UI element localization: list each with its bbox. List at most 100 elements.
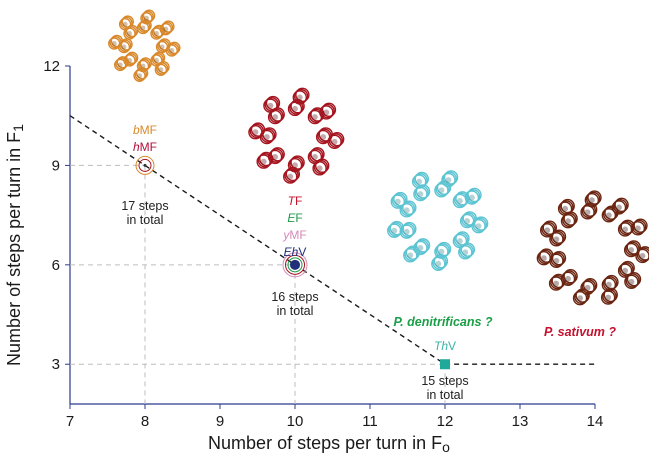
species-label-prefix: T: [288, 194, 297, 208]
helix-core: [416, 178, 423, 185]
helix-coil: [542, 220, 557, 235]
species-label-prefix: E: [287, 211, 296, 225]
helix-coil: [389, 220, 405, 236]
helix-coil: [295, 87, 310, 103]
x-axis-label: Number of steps per turn in Fo: [208, 433, 450, 455]
helix-coil: [432, 255, 447, 270]
helix-core: [464, 218, 471, 224]
helix-coil: [602, 288, 617, 304]
data-point-ring: [138, 158, 152, 172]
helix-coil: [626, 271, 642, 287]
steps-note: in total: [427, 388, 464, 402]
helix-core: [639, 253, 646, 259]
helix-coil: [472, 217, 488, 233]
species-label: EhV: [284, 245, 307, 259]
helix-core: [391, 227, 398, 234]
helix-coil: [249, 123, 264, 139]
helix-core: [553, 257, 560, 264]
helix-coil: [328, 133, 344, 148]
helix-coil: [433, 253, 449, 269]
helix-core: [553, 280, 560, 287]
x-tick-label: 8: [141, 413, 149, 430]
data-markers: [135, 155, 450, 370]
helix-coil: [157, 60, 170, 74]
helix-coil: [109, 36, 122, 49]
data-point: [290, 259, 300, 270]
brown-c-ring-image: [536, 190, 649, 306]
helix-core: [153, 31, 159, 37]
helix-core: [456, 238, 463, 244]
helix-coil: [388, 222, 403, 237]
helix-coil: [539, 248, 554, 263]
steps-note: in total: [127, 213, 164, 227]
helix-coil: [141, 10, 154, 24]
helix-coil: [548, 276, 564, 291]
helix-coil: [329, 131, 345, 147]
helix-coil: [140, 12, 153, 25]
data-point-ring: [282, 252, 308, 278]
helix-coil: [550, 230, 565, 246]
helix-coil: [400, 201, 416, 217]
helix-coil: [630, 221, 646, 236]
steps-note: 17 steps: [121, 199, 168, 213]
helix-coil: [154, 63, 168, 76]
helix-core: [565, 218, 571, 225]
helix-core: [263, 134, 270, 140]
helix-core: [634, 225, 641, 232]
helix-coil: [320, 103, 335, 119]
helix-coil: [403, 248, 418, 263]
helix-coil: [313, 159, 329, 175]
helix-core: [628, 278, 635, 285]
helix-core: [577, 295, 583, 302]
helix-core: [584, 209, 591, 216]
helix-core: [468, 194, 475, 201]
helix-coil: [404, 246, 419, 262]
helix-coil: [293, 88, 309, 104]
helix-coil: [414, 171, 429, 187]
query-species-label: P. sativum ?: [544, 325, 616, 339]
species-label-prefix: h: [133, 140, 140, 154]
steps-note: 16 steps: [271, 290, 318, 304]
x-tick-label: 12: [437, 413, 454, 430]
helix-coil: [613, 198, 628, 214]
helix-coil: [431, 256, 446, 271]
helix-coil: [434, 183, 449, 198]
helix-core: [140, 25, 146, 31]
helix-coil: [455, 231, 470, 246]
helix-coil: [114, 58, 127, 72]
helix-coil: [551, 229, 567, 244]
helix-coil: [460, 242, 476, 257]
helix-coil: [443, 170, 459, 185]
helix-coil: [259, 151, 274, 167]
helix-coil: [619, 262, 634, 277]
y-tick-label: 9: [52, 157, 60, 174]
helix-core: [323, 109, 330, 116]
helix-coil: [582, 277, 598, 293]
helix-core: [311, 153, 318, 160]
helix-coil: [142, 9, 156, 22]
helix-core: [438, 248, 445, 255]
helix-coil: [452, 233, 468, 249]
species-label: bMF: [133, 123, 157, 137]
axes: [69, 66, 595, 405]
helix-core: [153, 57, 159, 63]
helix-core: [158, 67, 164, 73]
helix-core: [394, 198, 401, 205]
helix-coil: [312, 161, 327, 176]
helix-coil: [600, 290, 616, 305]
helix-coil: [110, 34, 124, 48]
helix-coil: [250, 122, 266, 137]
helix-coil: [625, 241, 640, 256]
helix-core: [588, 197, 595, 204]
trend-line: [69, 115, 595, 365]
helix-core: [562, 205, 569, 212]
helix-coil: [166, 42, 180, 56]
y-tick-label: 6: [52, 257, 60, 274]
helix-coil: [402, 200, 417, 215]
helix-coil: [413, 173, 428, 188]
data-point: [440, 359, 450, 370]
helix-coil: [559, 200, 574, 215]
helix-core: [260, 158, 267, 165]
helix-coil: [256, 154, 271, 169]
